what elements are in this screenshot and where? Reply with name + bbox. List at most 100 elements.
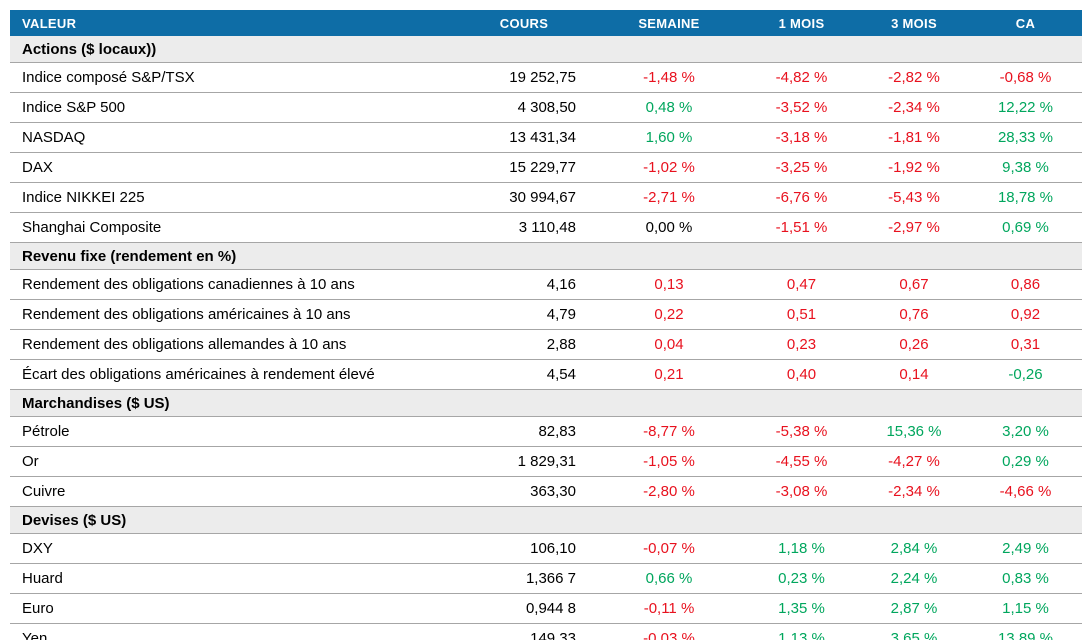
1mois-value: -3,25 % <box>775 159 828 176</box>
semaine-value: -1,48 % <box>643 69 695 86</box>
row-label: Or <box>22 453 39 470</box>
3mois-value: -2,97 % <box>888 219 940 236</box>
1mois-value: 0,47 <box>786 276 817 293</box>
ca-value: 2,49 % <box>1002 540 1049 557</box>
table-row: Rendement des obligations allemandes à 1… <box>10 330 1082 360</box>
ca-value: -4,66 % <box>999 483 1052 500</box>
cours-value: 3 110,48 <box>518 219 576 236</box>
column-header-semaine: SEMAINE <box>638 15 700 31</box>
table-row: Or 1 829,31 -1,05 % -4,55 % -4,27 % 0,29 % <box>10 447 1082 477</box>
table-row: Rendement des obligations américaines à … <box>10 300 1082 330</box>
cours-value: 13 431,34 <box>509 129 576 146</box>
ca-value: 0,31 <box>1010 336 1041 353</box>
table-row: Indice S&P 500 4 308,50 0,48 % -3,52 % -2,34… <box>10 93 1082 123</box>
3mois-value: 2,87 % <box>890 600 938 617</box>
ca-value: 9,38 % <box>1002 159 1049 176</box>
row-label: Huard <box>22 570 63 587</box>
semaine-value: -8,77 % <box>643 423 695 440</box>
row-label: DAX <box>22 159 53 176</box>
cours-value: 0,944 8 <box>525 600 576 617</box>
1mois-value: 1,18 % <box>778 540 825 557</box>
semaine-value: 0,48 % <box>645 99 693 116</box>
cours-value: 1,366 7 <box>525 570 576 587</box>
3mois-value: -2,34 % <box>888 99 940 116</box>
3mois-value: 0,26 <box>899 336 929 353</box>
row-label: Rendement des obligations allemandes à 1… <box>22 336 347 353</box>
table-row: Shanghai Composite 3 110,48 0,00 % -1,51 % -… <box>10 213 1082 243</box>
cours-value: 2,88 <box>546 336 576 353</box>
semaine-value: 1,60 % <box>645 129 693 146</box>
table-row: Pétrole 82,83 -8,77 % -5,38 % 15,36 % 3,20 % <box>10 417 1082 447</box>
section-header-row: Devises ($ US) <box>10 507 1082 534</box>
1mois-value: -6,76 % <box>775 189 828 206</box>
ca-value: 1,15 % <box>1002 600 1049 617</box>
table-row: Huard 1,366 7 0,66 % 0,23 % 2,24 % 0,83 % <box>10 564 1082 594</box>
semaine-value: -0,07 % <box>643 540 695 557</box>
3mois-value: 2,84 % <box>890 540 938 557</box>
3mois-value: 0,14 <box>899 366 929 383</box>
cours-value: 19 252,75 <box>509 69 576 86</box>
1mois-value: 0,23 <box>786 336 817 353</box>
semaine-value: 0,13 <box>654 276 684 293</box>
section-title: Revenu fixe (rendement en %) <box>22 247 237 265</box>
ca-value: 3,20 % <box>1002 423 1049 440</box>
ca-value: 12,22 % <box>997 99 1054 116</box>
semaine-value: 0,66 % <box>645 570 693 587</box>
1mois-value: 0,40 <box>786 366 817 383</box>
section-title: Marchandises ($ US) <box>22 394 170 412</box>
row-label: NASDAQ <box>22 129 86 146</box>
row-label: Cuivre <box>22 483 66 500</box>
row-label: Rendement des obligations canadiennes à … <box>22 276 355 293</box>
row-label: Shanghai Composite <box>22 219 162 236</box>
table-row: NASDAQ 13 431,34 1,60 % -3,18 % -1,81 % 28,33… <box>10 123 1082 153</box>
cours-value: 149,33 <box>530 630 576 640</box>
cours-value: 363,30 <box>530 483 576 500</box>
ca-value: 18,78 % <box>997 189 1054 206</box>
cours-value: 4,79 <box>546 306 576 323</box>
table-row: Écart des obligations américaines à rend… <box>10 360 1082 390</box>
3mois-value: -5,43 % <box>888 189 940 206</box>
3mois-value: 0,76 <box>899 306 929 323</box>
semaine-value: 0,04 <box>654 336 684 353</box>
semaine-value: -1,02 % <box>643 159 695 176</box>
cours-value: 4,16 <box>546 276 576 293</box>
1mois-value: 0,23 % <box>778 570 825 587</box>
column-header-3mois: 3 MOIS <box>891 15 937 31</box>
column-header-valeur: VALEUR <box>22 15 77 31</box>
section-title: Actions ($ locaux)) <box>22 40 157 58</box>
cours-value: 30 994,67 <box>509 189 576 206</box>
row-label: Indice S&P 500 <box>22 99 126 116</box>
1mois-value: -1,51 % <box>775 219 828 236</box>
table-row: DAX 15 229,77 -1,02 % -3,25 % -1,92 % 9,38 % <box>10 153 1082 183</box>
row-label: Écart des obligations américaines à rend… <box>22 366 375 383</box>
cours-value: 15 229,77 <box>509 159 576 176</box>
row-label: Indice NIKKEI 225 <box>22 189 145 206</box>
row-label: Euro <box>22 600 54 617</box>
table-row: Euro 0,944 8 -0,11 % 1,35 % 2,87 % 1,15 % <box>10 594 1082 624</box>
semaine-value: 0,21 <box>654 366 684 383</box>
table-row: DXY 106,10 -0,07 % 1,18 % 2,84 % 2,49 % <box>10 534 1082 564</box>
1mois-value: 1,13 % <box>778 630 825 640</box>
table-row: Cuivre 363,30 -2,80 % -3,08 % -2,34 % -4,66 % <box>10 477 1082 507</box>
3mois-value: -2,82 % <box>888 69 940 86</box>
semaine-value: -1,05 % <box>643 453 695 470</box>
semaine-value: -2,71 % <box>643 189 695 206</box>
ca-value: 0,83 % <box>1002 570 1049 587</box>
semaine-value: 0,22 <box>654 306 684 323</box>
row-label: DXY <box>22 540 53 557</box>
semaine-value: -0,03 % <box>643 630 695 640</box>
row-label: Rendement des obligations américaines à … <box>22 306 351 323</box>
1mois-value: 0,51 <box>786 306 817 323</box>
table-row: Indice NIKKEI 225 30 994,67 -2,71 % -6,76 %… <box>10 183 1082 213</box>
table-row: Rendement des obligations canadiennes à … <box>10 270 1082 300</box>
ca-value: 28,33 % <box>997 129 1054 146</box>
ca-value: -0,68 % <box>999 69 1052 86</box>
ca-value: 0,86 <box>1010 276 1041 293</box>
column-header-ca: CA <box>1015 15 1036 31</box>
ca-value: 0,92 <box>1010 306 1041 323</box>
cours-value: 4,54 <box>546 366 576 383</box>
1mois-value: -3,08 % <box>775 483 828 500</box>
cours-value: 4 308,50 <box>517 99 576 116</box>
cours-value: 106,10 <box>530 540 576 557</box>
